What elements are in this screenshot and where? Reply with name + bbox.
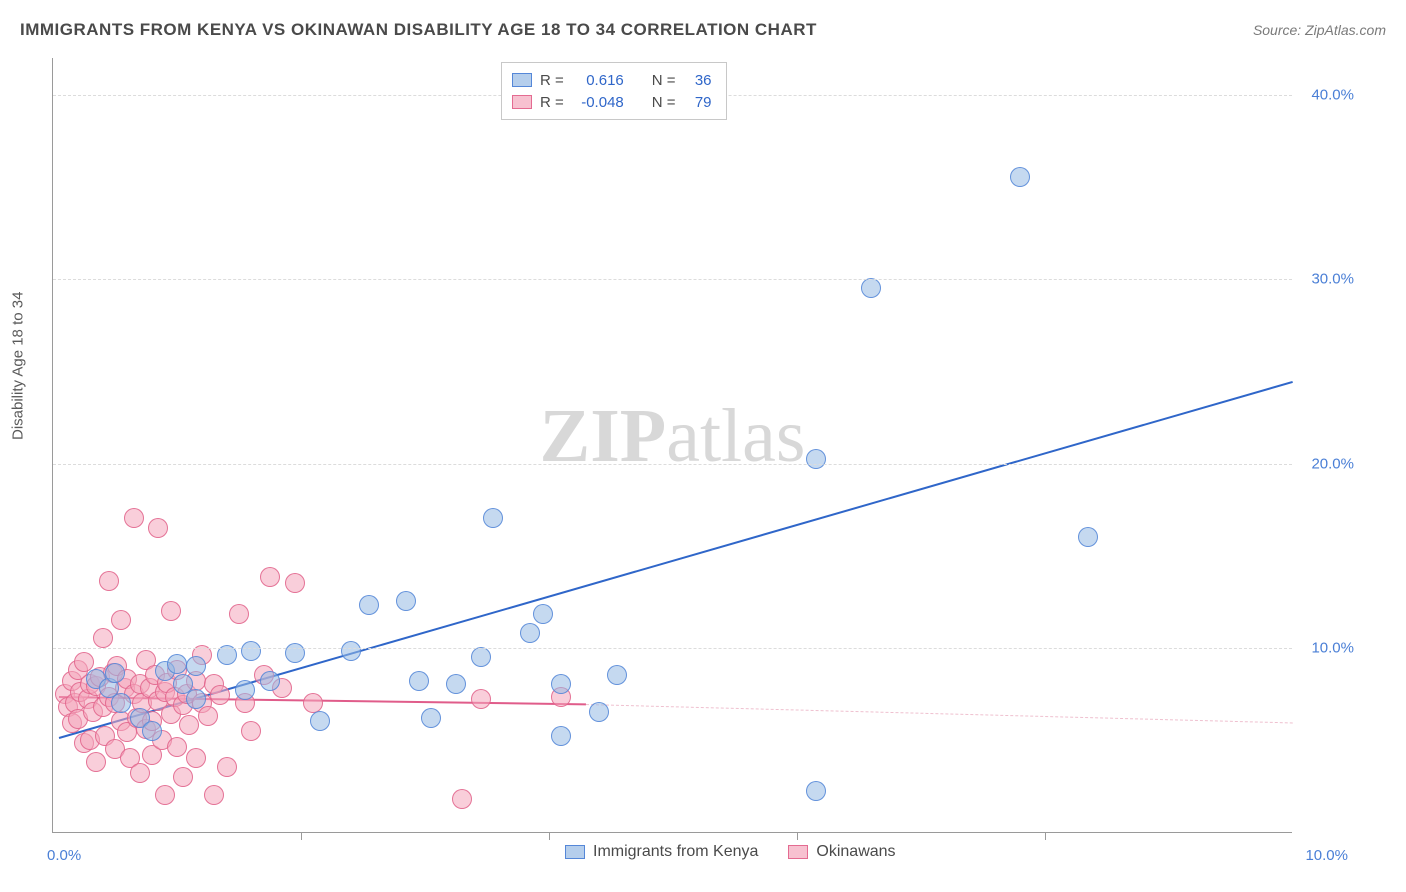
data-point-kenya [806, 781, 826, 801]
data-point-okinawan [241, 721, 261, 741]
data-point-kenya [861, 278, 881, 298]
data-point-kenya [111, 693, 131, 713]
data-point-kenya [260, 671, 280, 691]
data-point-okinawan [86, 752, 106, 772]
series-legend-item: Okinawans [788, 843, 895, 861]
legend-row: R = 0.616 N = 36 [512, 69, 712, 91]
gridline [53, 648, 1292, 649]
n-label: N = [652, 94, 676, 111]
x-tick-mark [549, 832, 550, 840]
data-point-okinawan [260, 567, 280, 587]
data-point-kenya [186, 656, 206, 676]
y-tick-label: 20.0% [1311, 455, 1354, 472]
plot-inner [53, 58, 1292, 832]
data-point-okinawan [471, 689, 491, 709]
n-value: 79 [684, 94, 712, 111]
data-point-kenya [607, 665, 627, 685]
chart-container: IMMIGRANTS FROM KENYA VS OKINAWAN DISABI… [0, 0, 1406, 892]
data-point-kenya [285, 643, 305, 663]
x-tick-label: 10.0% [1305, 847, 1348, 864]
chart-title: IMMIGRANTS FROM KENYA VS OKINAWAN DISABI… [20, 20, 817, 40]
r-value: 0.616 [572, 72, 624, 89]
r-value: -0.048 [572, 94, 624, 111]
data-point-kenya [142, 721, 162, 741]
data-point-okinawan [229, 604, 249, 624]
n-label: N = [652, 72, 676, 89]
data-point-okinawan [148, 518, 168, 538]
data-point-okinawan [173, 767, 193, 787]
data-point-kenya [533, 604, 553, 624]
data-point-kenya [241, 641, 261, 661]
data-point-okinawan [179, 715, 199, 735]
r-label: R = [540, 72, 564, 89]
data-point-kenya [551, 726, 571, 746]
data-point-kenya [1078, 527, 1098, 547]
data-point-kenya [589, 702, 609, 722]
data-point-okinawan [285, 573, 305, 593]
data-point-okinawan [93, 628, 113, 648]
trend-line-extrapolated [586, 704, 1293, 723]
y-tick-label: 30.0% [1311, 271, 1354, 288]
legend-swatch [512, 95, 532, 109]
data-point-okinawan [161, 601, 181, 621]
data-point-kenya [551, 674, 571, 694]
data-point-okinawan [167, 737, 187, 757]
plot-area: ZIPatlas 10.0%20.0%30.0%40.0%0.0%10.0%R … [52, 58, 1292, 833]
data-point-okinawan [452, 789, 472, 809]
legend-row: R = -0.048 N = 79 [512, 91, 712, 113]
data-point-okinawan [155, 785, 175, 805]
x-tick-mark [1045, 832, 1046, 840]
x-tick-label: 0.0% [47, 847, 81, 864]
data-point-kenya [310, 711, 330, 731]
data-point-okinawan [198, 706, 218, 726]
legend-swatch [512, 73, 532, 87]
x-tick-mark [797, 832, 798, 840]
data-point-okinawan [99, 571, 119, 591]
data-point-kenya [409, 671, 429, 691]
data-point-kenya [105, 663, 125, 683]
legend-swatch [788, 845, 808, 859]
data-point-okinawan [111, 610, 131, 630]
series-legend: Immigrants from Kenya Okinawans [565, 843, 896, 861]
data-point-kenya [396, 591, 416, 611]
y-tick-label: 10.0% [1311, 640, 1354, 657]
data-point-okinawan [303, 693, 323, 713]
series-legend-item: Immigrants from Kenya [565, 843, 758, 861]
data-point-kenya [471, 647, 491, 667]
data-point-okinawan [217, 757, 237, 777]
series-label: Okinawans [816, 843, 895, 861]
data-point-okinawan [210, 685, 230, 705]
n-value: 36 [684, 72, 712, 89]
y-tick-label: 40.0% [1311, 86, 1354, 103]
x-tick-mark [301, 832, 302, 840]
data-point-kenya [1010, 167, 1030, 187]
data-point-okinawan [204, 785, 224, 805]
data-point-kenya [446, 674, 466, 694]
data-point-kenya [806, 449, 826, 469]
legend-swatch [565, 845, 585, 859]
series-label: Immigrants from Kenya [593, 843, 758, 861]
y-axis-title: Disability Age 18 to 34 [10, 292, 27, 440]
data-point-kenya [359, 595, 379, 615]
data-point-kenya [167, 654, 187, 674]
data-point-kenya [235, 680, 255, 700]
data-point-kenya [483, 508, 503, 528]
r-label: R = [540, 94, 564, 111]
data-point-kenya [520, 623, 540, 643]
data-point-okinawan [124, 508, 144, 528]
data-point-kenya [341, 641, 361, 661]
gridline [53, 279, 1292, 280]
gridline [53, 464, 1292, 465]
data-point-kenya [421, 708, 441, 728]
correlation-legend: R = 0.616 N = 36 R = -0.048 N = 79 [501, 62, 727, 120]
data-point-okinawan [130, 763, 150, 783]
data-point-okinawan [186, 748, 206, 768]
data-point-kenya [173, 674, 193, 694]
source-attribution: Source: ZipAtlas.com [1253, 22, 1386, 38]
